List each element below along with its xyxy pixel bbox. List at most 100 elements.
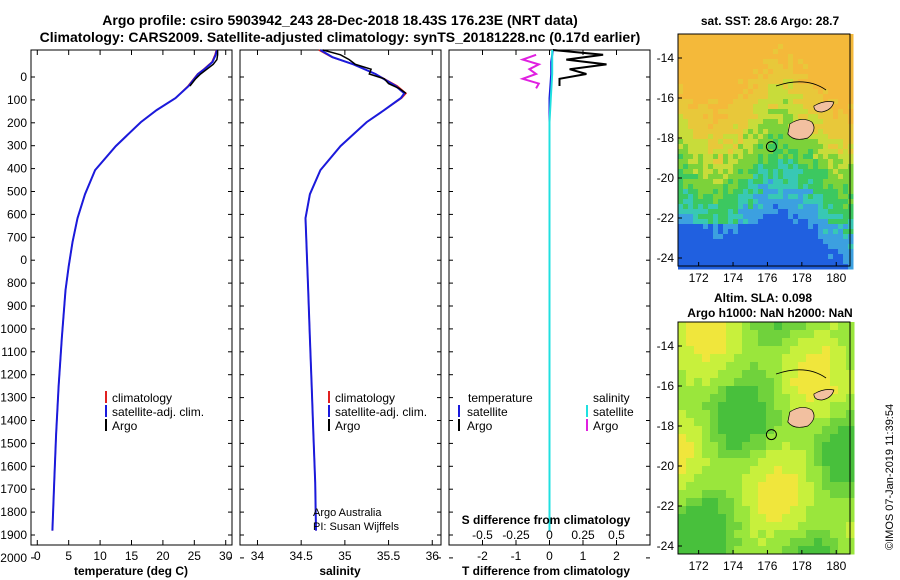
map-cell xyxy=(693,39,699,45)
map-cell xyxy=(750,394,759,403)
depth-tick-label: 1300 xyxy=(0,391,27,405)
map-cell xyxy=(790,362,799,371)
map-cell xyxy=(778,134,784,140)
map-cell xyxy=(742,338,751,347)
argo-position-marker xyxy=(765,429,777,441)
map-cell xyxy=(763,239,769,245)
map-cell xyxy=(713,114,719,120)
map-cell xyxy=(798,234,804,240)
map-cell xyxy=(678,169,684,175)
map-cell xyxy=(838,89,844,95)
map-cell xyxy=(702,434,711,443)
map-cell xyxy=(843,49,849,55)
map-cell xyxy=(788,224,794,230)
depth-tick-label: 600 xyxy=(7,207,27,221)
map-cell xyxy=(743,94,749,100)
map-cell xyxy=(823,179,829,185)
map-cell xyxy=(763,59,769,65)
map-cell xyxy=(678,538,687,547)
map-cell xyxy=(694,466,703,475)
map-cell xyxy=(773,119,779,125)
map-cell xyxy=(743,199,749,205)
map-cell xyxy=(683,64,689,70)
map-cell xyxy=(694,442,703,451)
map-cell xyxy=(808,89,814,95)
map-cell xyxy=(698,114,704,120)
map-cell xyxy=(693,224,699,230)
map-cell xyxy=(766,378,775,387)
map-cell xyxy=(793,229,799,235)
map-cell xyxy=(734,346,743,355)
map-cell xyxy=(743,109,749,115)
map-cell xyxy=(798,264,804,270)
map-cell xyxy=(773,194,779,200)
map-cell xyxy=(753,249,759,255)
argo-position-marker xyxy=(765,141,777,153)
map-cell xyxy=(822,426,831,435)
map-cell xyxy=(733,39,739,45)
map-cell xyxy=(750,330,759,339)
map-cell xyxy=(686,466,695,475)
map-cell xyxy=(738,34,744,40)
map-cell xyxy=(768,249,774,255)
map-cell xyxy=(773,64,779,70)
map-cell xyxy=(738,239,744,245)
map-cell xyxy=(718,134,724,140)
map-cell xyxy=(808,94,814,100)
map-cell xyxy=(748,199,754,205)
t-diff-tick-label: -2 xyxy=(477,549,488,563)
map-cell xyxy=(830,490,839,499)
map-cell xyxy=(803,74,809,80)
map-cell xyxy=(763,114,769,120)
map-cell xyxy=(728,144,734,150)
map-cell xyxy=(678,402,687,411)
map-cell xyxy=(843,264,849,270)
map-cell xyxy=(833,79,839,85)
map-cell xyxy=(748,39,754,45)
map-cell xyxy=(742,530,751,539)
depth-tick-label: 1800 xyxy=(0,505,27,519)
map-cell xyxy=(822,530,831,539)
map-cell xyxy=(698,254,704,260)
map-cell xyxy=(778,44,784,50)
map-cell xyxy=(813,114,819,120)
map-cell xyxy=(843,69,849,75)
map-cell xyxy=(703,244,709,250)
map-cell xyxy=(773,49,779,55)
map-cell xyxy=(710,354,719,363)
map-cell xyxy=(763,234,769,240)
map-cell xyxy=(703,209,709,215)
map-cell xyxy=(788,84,794,90)
map-cell xyxy=(783,119,789,125)
map-cell xyxy=(718,354,727,363)
map-cell xyxy=(738,229,744,235)
map-cell xyxy=(693,149,699,155)
series-climatology xyxy=(51,49,218,531)
map-cell xyxy=(823,59,829,65)
map-cell xyxy=(733,134,739,140)
map-cell xyxy=(723,129,729,135)
map-cell xyxy=(774,522,783,531)
map-cell xyxy=(830,442,839,451)
map-cell xyxy=(783,164,789,170)
map-cell xyxy=(702,546,711,555)
map-cell xyxy=(678,159,684,165)
map-cell xyxy=(703,159,709,165)
map-cell xyxy=(768,79,774,85)
series-climatology xyxy=(304,49,408,531)
map-cell xyxy=(813,239,819,245)
map-cell xyxy=(843,194,849,200)
map-cell xyxy=(848,114,854,120)
map-cell xyxy=(808,44,814,50)
lat-tick-label: -24 xyxy=(657,539,675,553)
map-cell xyxy=(748,59,754,65)
series-salinity-argo xyxy=(519,53,542,89)
map-cell xyxy=(748,194,754,200)
map-cell xyxy=(718,214,724,220)
map-cell xyxy=(838,229,844,235)
imos-watermark: ©IMOS 07-Jan-2019 11:39:54 xyxy=(884,404,896,550)
map-cell xyxy=(782,322,791,331)
map-cell xyxy=(778,264,784,270)
map-cell xyxy=(748,139,754,145)
map-cell xyxy=(678,458,687,467)
